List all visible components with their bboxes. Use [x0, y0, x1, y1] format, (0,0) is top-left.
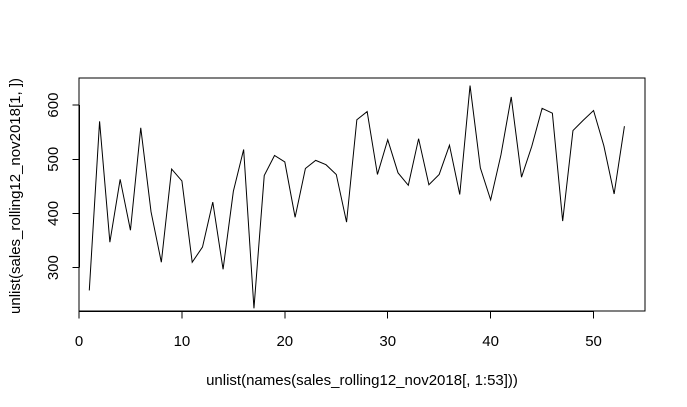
x-tick-label: 50 — [585, 333, 602, 350]
y-tick-label: 400 — [45, 201, 62, 226]
x-tick-label: 30 — [379, 333, 396, 350]
y-axis: 300 400 500 600 — [45, 93, 80, 280]
x-axis-label: unlist(names(sales_rolling12_nov2018[, 1… — [206, 372, 518, 389]
y-axis-label: unlist(sales_rolling12_nov2018[1, ]) — [7, 78, 24, 314]
x-axis: 0 10 20 30 40 50 — [75, 311, 602, 350]
y-tick-label: 600 — [45, 93, 62, 118]
y-tick-label: 300 — [45, 255, 62, 280]
x-tick-label: 10 — [174, 333, 191, 350]
x-tick-label: 40 — [482, 333, 499, 350]
x-tick-label: 20 — [276, 333, 293, 350]
y-tick-label: 500 — [45, 147, 62, 172]
series-line — [88, 85, 625, 309]
x-tick-label: 0 — [75, 333, 83, 350]
